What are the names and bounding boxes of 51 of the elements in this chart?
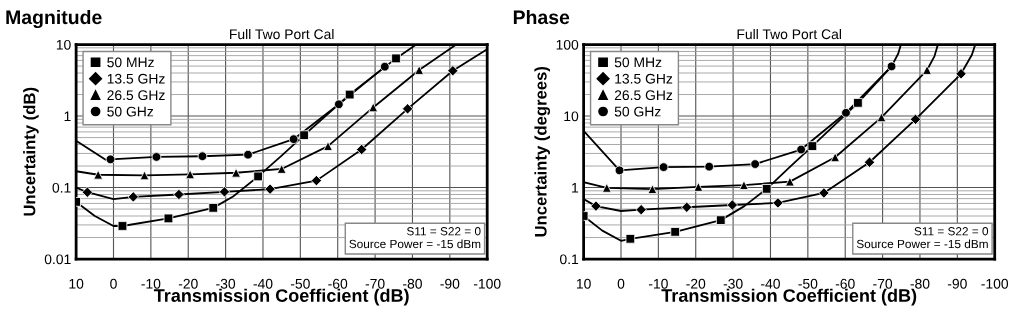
- x-tick-label: 10: [576, 278, 591, 289]
- chart-title: Phase: [513, 9, 570, 25]
- x-tick-label: 0: [110, 278, 117, 289]
- legend-label: 26.5 GHz: [107, 90, 165, 101]
- y-tick-label: 0.01: [44, 254, 71, 265]
- y-axis-title: Uncertainty (degrees): [534, 66, 551, 237]
- x-axis-title: Transmission Coefficient (dB): [153, 288, 409, 306]
- x-tick-label: -60: [835, 278, 855, 289]
- y-tick-label: 1: [572, 183, 579, 193]
- x-tick-label: -80: [403, 278, 422, 289]
- legend-label: 50 MHz: [107, 57, 154, 68]
- y-tick-label: 0.1: [560, 254, 579, 265]
- x-tick-label: -100: [473, 278, 501, 289]
- x-tick-label: -60: [328, 278, 348, 289]
- x-tick-label: -70: [365, 278, 385, 289]
- x-tick-label: -30: [723, 278, 743, 289]
- x-tick-label: 0: [617, 278, 625, 289]
- x-tick-label: -40: [253, 278, 273, 289]
- legend-label: 13.5 GHz: [107, 73, 165, 84]
- legend-label: 50 MHz: [614, 57, 662, 68]
- x-tick-label: 10: [69, 278, 84, 289]
- legend-label: 13.5 GHz: [615, 73, 673, 84]
- x-tick-label: -40: [761, 278, 780, 289]
- legend-label: 26.5 GHz: [614, 90, 673, 101]
- y-tick-label: 0.1: [52, 182, 71, 193]
- legend-label: 50 GHz: [107, 106, 154, 117]
- chart-subtitle: Full Two Port Cal: [737, 28, 841, 40]
- chart-subtitle: Full Two Port Cal: [230, 28, 334, 40]
- x-tick-label: -80: [910, 278, 930, 289]
- x-tick-label: -90: [440, 278, 460, 289]
- x-tick-label: -50: [798, 278, 818, 289]
- x-tick-label: -20: [178, 278, 198, 289]
- x-tick-label: -10: [141, 278, 161, 289]
- y-tick-label: 10: [564, 111, 579, 122]
- y-tick-label: 1: [64, 111, 71, 122]
- point: [590, 200, 602, 212]
- y-tick-label: 10: [56, 39, 71, 50]
- x-tick-label: -50: [290, 278, 310, 289]
- legend-label: 50 GHz: [614, 106, 661, 117]
- x-tick-label: -90: [947, 278, 967, 289]
- x-tick-label: -10: [648, 278, 668, 289]
- x-tick-label: -30: [216, 278, 236, 289]
- x-tick-label: -100: [981, 278, 1009, 289]
- y-tick-label: 100: [556, 39, 579, 50]
- x-tick-label: -20: [686, 278, 706, 289]
- y-axis-title: Uncertainty (dB): [23, 87, 39, 216]
- annotation: S11 = S22 = 0 Source Power = -15 dBm: [349, 227, 481, 249]
- annotation: S11 = S22 = 0 Source Power = -15 dBm: [856, 227, 989, 249]
- x-axis-title: Transmission Coefficient (dB): [661, 288, 917, 306]
- chart-title: Magnitude: [6, 9, 102, 29]
- x-tick-label: -70: [873, 278, 893, 289]
